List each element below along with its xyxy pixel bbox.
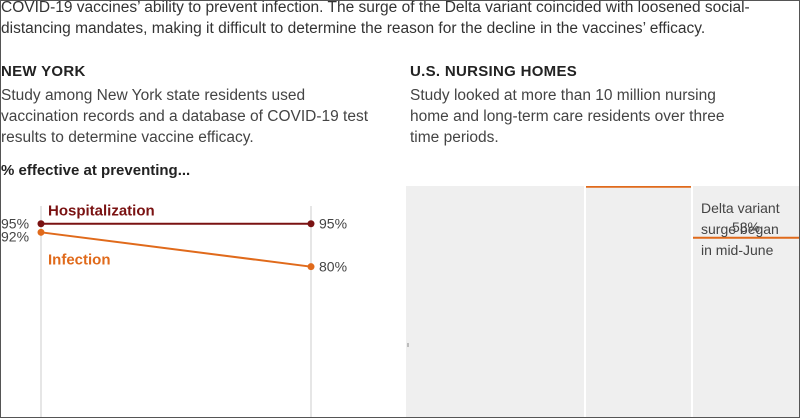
delta-annotation-line: surge began [701, 221, 779, 237]
period-panel-3 [693, 186, 799, 417]
delta-annotation: Delta variant surge began in mid-June [701, 200, 780, 258]
right-description: Study looked at more than 10 million nur… [410, 87, 725, 146]
right-heading: U.S. NURSING HOMES [410, 63, 578, 80]
infection-line [40, 231, 312, 268]
left-description: Study among New York state residents use… [1, 87, 369, 146]
hospitalization-end-label: 95% [319, 216, 347, 232]
hospitalization-point-start [37, 220, 45, 228]
delta-annotation-line: in mid-June [701, 242, 774, 258]
delta-annotation-line: Delta variant [701, 200, 780, 216]
infection-point-end [307, 263, 315, 271]
hospitalization-start-label: 95% [1, 216, 29, 232]
infection-point-start [37, 228, 45, 236]
infection-start-label: 92% [1, 228, 29, 244]
left-heading: NEW YORK [1, 63, 86, 80]
infection-series-label: Infection [48, 251, 111, 268]
hospitalization-series-label: Hospitalization [48, 203, 155, 220]
ny-line-chart: 95% 95% Hospitalization 92% 80% Infection [1, 203, 347, 417]
infection-series-label: Infection [416, 186, 479, 187]
nursing-homes-chart: 75% effective68%53%InfectionDelta varian… [406, 186, 799, 417]
period-panel-1 [406, 186, 584, 417]
measure-label: % effective at preventing... [1, 162, 191, 179]
period-panel-2 [586, 186, 691, 417]
intro-text: COVID-19 vaccines’ ability to prevent in… [1, 0, 750, 37]
infection-value-label-3: 53% [732, 219, 760, 235]
hospitalization-point-end [307, 220, 315, 228]
infection-end-label: 80% [319, 259, 347, 275]
